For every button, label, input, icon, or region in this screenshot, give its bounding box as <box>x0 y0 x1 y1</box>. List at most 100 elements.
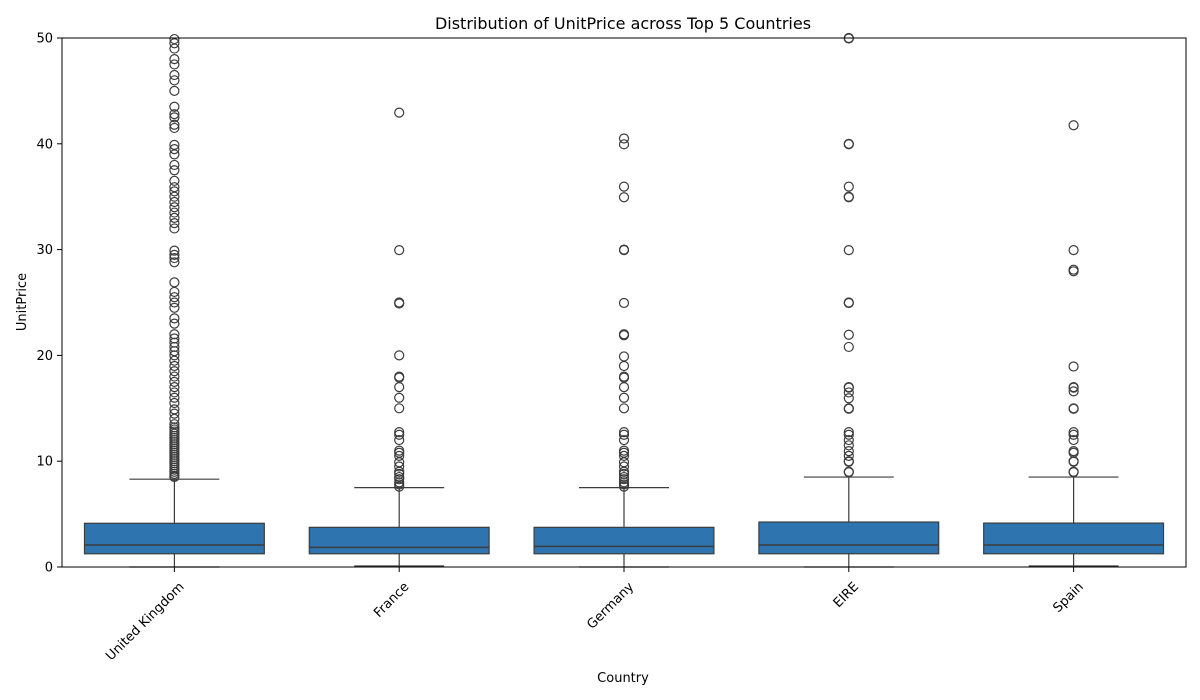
outlier-point <box>169 182 180 193</box>
outlier-point <box>618 297 630 309</box>
outlier-point <box>169 252 180 264</box>
outlier-point <box>169 313 180 324</box>
outlier-point <box>169 101 180 112</box>
outlier-point <box>1068 429 1079 440</box>
outlier-point <box>1068 466 1079 477</box>
outlier-point <box>843 456 854 467</box>
outlier-point <box>394 461 405 472</box>
outlier-point <box>169 191 180 202</box>
outlier-point <box>394 434 405 446</box>
outlier-point <box>1068 434 1079 446</box>
outlier-point <box>843 427 854 438</box>
y-tick-label: 40 <box>36 137 53 152</box>
outlier-point <box>169 404 180 415</box>
outlier-point <box>1068 245 1079 256</box>
outlier-point <box>843 446 854 457</box>
box-series <box>83 32 1165 568</box>
y-tick-label: 30 <box>36 243 53 258</box>
box-group <box>83 33 265 568</box>
outlier-point <box>169 302 180 313</box>
plot-area-frame <box>61 37 1187 568</box>
x-tick-label: EIRE <box>831 580 862 611</box>
box-group <box>308 107 490 567</box>
outlier-point <box>618 181 630 192</box>
outlier-point <box>618 351 630 362</box>
outlier-point <box>169 202 180 213</box>
outlier-point <box>394 450 405 462</box>
outlier-point <box>169 186 180 197</box>
outlier-point <box>169 329 180 340</box>
outlier-point <box>169 212 180 223</box>
outlier-point <box>169 333 180 344</box>
outlier-point <box>169 318 180 329</box>
outlier-point <box>169 159 180 171</box>
outlier-point <box>169 112 180 123</box>
outlier-point <box>843 138 854 149</box>
outlier-point <box>169 257 180 268</box>
outlier-point <box>1068 120 1079 131</box>
outlier-point <box>169 85 180 97</box>
outlier-point <box>843 382 854 393</box>
outlier-point <box>169 33 180 45</box>
outlier-point <box>618 371 630 382</box>
outlier-point <box>1068 456 1079 467</box>
outlier-point <box>169 69 180 81</box>
y-axis-ticks: 0 10 20 30 40 50 <box>36 32 62 576</box>
outlier-point <box>618 461 630 472</box>
outlier-point <box>843 434 854 446</box>
outlier-point <box>394 382 405 393</box>
x-tick-label: France <box>371 580 412 621</box>
outlier-point <box>394 445 405 456</box>
outlier-point <box>394 403 405 414</box>
outlier-point <box>618 429 630 440</box>
outlier-point <box>394 297 405 308</box>
x-tick-label: Spain <box>1050 580 1086 616</box>
outlier-point <box>169 175 180 186</box>
outlier-point <box>618 360 630 372</box>
iqr-box <box>533 526 715 555</box>
outlier-point <box>843 245 854 256</box>
outlier-point <box>394 107 405 118</box>
outlier-point <box>169 43 180 54</box>
y-tick-label: 50 <box>36 32 53 47</box>
outlier-point <box>843 403 854 414</box>
box-group <box>533 133 715 568</box>
outlier-point <box>618 445 630 456</box>
outlier-point <box>618 139 630 150</box>
outlier-point <box>169 196 180 208</box>
chart-title: Distribution of UnitPrice across Top 5 C… <box>435 14 811 33</box>
iqr-box <box>983 522 1165 555</box>
outlier-point <box>169 413 180 424</box>
outlier-point <box>169 297 180 308</box>
outlier-point <box>169 392 180 403</box>
outlier-point <box>394 245 405 256</box>
outlier-point <box>169 75 180 86</box>
outlier-point <box>618 244 630 255</box>
outlier-point <box>843 297 854 308</box>
outlier-point <box>1068 361 1079 372</box>
outlier-point <box>394 471 405 483</box>
outlier-point <box>169 143 180 155</box>
outlier-point <box>169 419 180 430</box>
outlier-point <box>618 403 630 414</box>
outlier-point <box>1068 403 1079 414</box>
y-tick-label: 0 <box>45 561 53 576</box>
outlier-point <box>394 427 405 438</box>
outlier-point <box>394 392 405 403</box>
outlier-point <box>618 392 630 403</box>
outlier-point <box>618 192 630 203</box>
iqr-box <box>308 526 490 555</box>
outlier-point <box>843 387 854 398</box>
outlier-point <box>1068 427 1079 438</box>
outlier-point <box>843 450 854 462</box>
box-group <box>983 120 1165 567</box>
outlier-point <box>843 341 854 353</box>
outlier-point <box>169 371 180 382</box>
outlier-point <box>169 223 180 234</box>
outlier-point <box>394 371 405 382</box>
outlier-point <box>618 427 630 438</box>
outlier-point <box>618 471 630 483</box>
y-tick-label: 10 <box>36 455 53 470</box>
outlier-point <box>169 387 180 398</box>
